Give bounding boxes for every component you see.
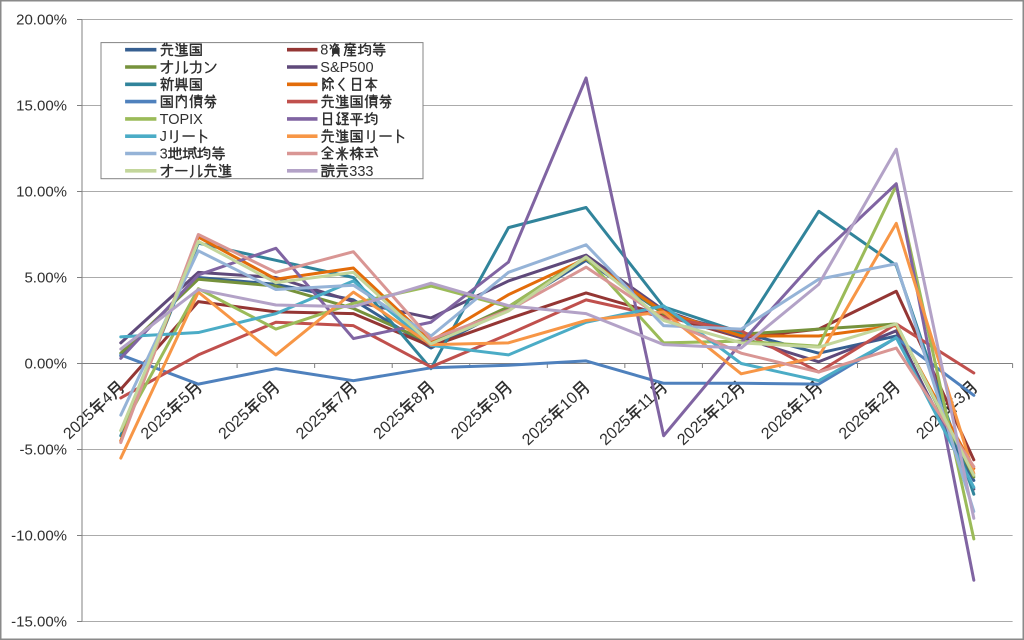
svg-text:10.00%: 10.00% (16, 183, 67, 200)
svg-text:8: 8 (320, 43, 328, 59)
svg-text:5.00%: 5.00% (24, 269, 67, 286)
svg-text:S&P500: S&P500 (320, 60, 373, 76)
svg-text:0.00%: 0.00% (24, 355, 67, 372)
svg-text:-5.00%: -5.00% (19, 441, 67, 458)
svg-text:333: 333 (349, 164, 373, 180)
svg-text:15.00%: 15.00% (16, 97, 67, 114)
svg-text:TOPIX: TOPIX (160, 112, 204, 128)
svg-text:J: J (160, 129, 167, 145)
svg-text:3: 3 (160, 147, 168, 163)
svg-text:-10.00%: -10.00% (11, 527, 67, 544)
svg-text:-15.00%: -15.00% (11, 613, 67, 630)
svg-text:20.00%: 20.00% (16, 11, 67, 28)
